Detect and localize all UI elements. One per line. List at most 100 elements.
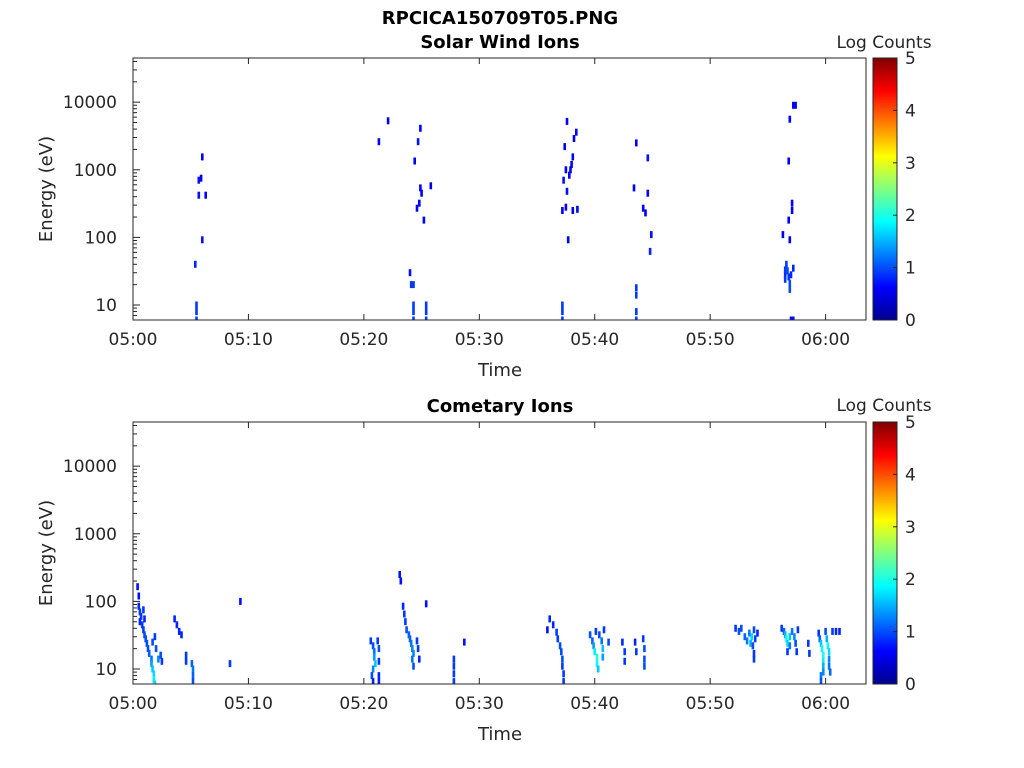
heatmap-cell [152,670,156,678]
heatmap-cell [551,621,555,629]
heatmap-cell [600,637,603,645]
heatmap-cell [789,316,793,320]
heatmap-cell [621,638,624,646]
colorbar-gradient [872,421,898,685]
x-tick-label: 05:30 [455,694,504,714]
y-axis-label: Energy (eV) [36,500,57,606]
heatmap-cell [807,639,810,647]
heatmap-cell [143,631,146,639]
heatmap-cell [790,199,794,207]
colorbar: Log Counts 0 1 2 3 4 5 [836,396,931,695]
plot-frame [132,421,867,685]
heatmap-cell [418,655,421,663]
heatmap-cell [796,626,800,634]
heatmap-cell [452,662,456,670]
heatmap-cell [377,672,381,680]
heatmap-cell [429,182,433,190]
heatmap-cell [641,635,645,643]
y-tick-label: 10000 [63,457,117,477]
heatmap-cell [419,184,422,192]
panel-solar-wind: Solar Wind Ions Energy (eV) Time 05:00 05… [36,32,932,381]
x-tick-label: 05:40 [570,330,619,350]
heatmap-cell [734,624,737,632]
heatmap-cell [838,627,841,635]
heatmap-cell [145,639,149,647]
heatmap-cell [376,637,379,645]
heatmap-cell [595,653,599,661]
heatmap-cell [607,638,610,646]
colorbar-ticks: 0 1 2 3 4 5 [893,413,916,695]
heatmap-cell [412,301,415,309]
heatmap-cell [560,648,563,656]
x-tick-label: 05:10 [224,330,273,350]
heatmap-cell [650,231,653,239]
heatmap-cell [635,316,638,320]
heatmap-cell [643,655,646,663]
heatmap-cell [137,592,141,600]
x-tick-label: 05:20 [339,694,388,714]
heatmap-cell [160,657,164,665]
colorbar-tick-label: 2 [905,570,916,590]
heatmap-cell [790,207,794,214]
heatmap-cell [643,662,646,670]
heatmap-cell [371,678,375,684]
heatmap-cell [191,678,195,684]
y-axis-ticks: 10 100 1000 10000 [63,424,140,685]
heatmap-cell [452,655,456,663]
heatmap-cell [398,571,401,578]
heatmap-cell [194,260,197,268]
heatmap-cell [785,260,788,268]
heatmap-cell [197,176,201,184]
heatmap-cell [147,649,151,657]
heatmap-cell [142,606,145,614]
y-tick-label: 100 [85,592,117,612]
heatmap-cell [151,638,154,646]
heatmap-cell [153,680,157,684]
heatmap-cell [795,648,798,656]
heatmap-cell [404,618,407,626]
heatmap-cell [635,308,638,316]
heatmap-cell [180,631,183,639]
x-axis-ticks: 05:00 05:10 05:20 05:30 05:40 05:50 06:00 [109,422,850,714]
heatmap-cell [595,660,599,668]
heatmap-cell [463,638,466,646]
heatmap-cell [646,189,650,197]
heatmap-cell [142,626,145,634]
heatmap-cell [825,635,829,643]
heatmap-cell [561,316,564,320]
heatmap-cell [787,216,790,224]
heatmap-cell [593,648,596,656]
heatmap-cell [827,662,831,670]
heatmap-cell [546,626,549,634]
heatmap-cell [204,191,207,199]
heatmap-cell [144,635,147,643]
heatmap-cell [195,301,198,309]
heatmap-cell [789,271,793,279]
heatmap-cell [750,633,753,641]
heatmap-cell [373,653,376,661]
colorbar: Log Counts 0 1 2 3 4 5 [836,33,931,331]
heatmap-cell [416,645,420,653]
x-axis-label: Time [477,360,522,381]
heatmap-cell [401,602,405,610]
heatmap-cell [152,676,156,683]
heatmap-cell [822,662,825,670]
heatmap-cell [788,285,792,293]
heatmap-cell [831,627,834,635]
heatmap-cell [561,662,564,670]
heatmap-cell [785,635,788,643]
heatmap-cell [452,678,456,684]
heatmap-cell [558,642,562,650]
heatmap-cell [415,204,419,212]
heatmap-cell [824,627,827,635]
heatmap-cell [561,655,564,663]
heatmap-cell [588,631,592,639]
heatmap-cell [561,308,564,316]
y-tick-label: 10 [95,660,117,680]
heatmap-cell [819,639,823,647]
heatmap-cell [569,166,572,174]
heatmap-cell [412,316,415,320]
heatmap-cell [594,627,598,635]
heatmap-cell [399,577,403,585]
